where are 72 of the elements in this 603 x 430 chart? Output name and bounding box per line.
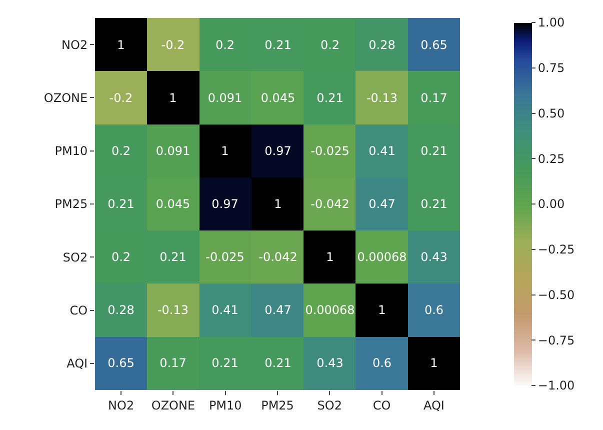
color-bar-label: 0.00 — [538, 197, 565, 212]
data-label: 0.091 — [156, 144, 190, 158]
data-label: 0.091 — [208, 91, 242, 106]
data-label: 0.17 — [420, 91, 448, 106]
data-label: -0.025 — [206, 250, 244, 264]
data-label: 1 — [430, 356, 438, 370]
data-label: -0.2 — [161, 38, 185, 52]
data-label: 1 — [117, 38, 125, 52]
data-label: 0.28 — [368, 38, 396, 52]
data-label: 0.97 — [212, 197, 238, 212]
x-tick-label: NO2 — [108, 398, 134, 412]
data-label: -0.2 — [109, 91, 133, 106]
data-label: 0.2 — [215, 38, 235, 52]
color-bar-label: −0.25 — [538, 242, 575, 257]
data-label: 0.6 — [424, 303, 444, 318]
data-label: -0.13 — [157, 303, 189, 318]
data-label: 0.6 — [372, 356, 392, 370]
data-label: 0.21 — [264, 356, 292, 370]
color-bar-label: 0.75 — [538, 61, 565, 76]
y-tick-label: AQI — [66, 356, 88, 371]
data-label: 0.21 — [316, 91, 344, 106]
color-bar-label: −0.75 — [538, 333, 575, 348]
data-label: 1 — [378, 303, 386, 318]
data-label: 0.97 — [264, 144, 292, 158]
data-label: -0.042 — [310, 197, 350, 212]
data-label: 0.43 — [420, 250, 448, 264]
data-label: -0.042 — [258, 250, 298, 264]
y-tick-label: SO2 — [62, 250, 88, 264]
data-label: 0.045 — [156, 197, 190, 212]
x-tick-label: AQI — [423, 398, 444, 412]
data-label: 0.21 — [160, 250, 186, 264]
x-tick-label: PM10 — [208, 398, 242, 412]
x-tick-label: OZONE — [151, 398, 196, 412]
color-bar-label: 0.50 — [538, 106, 565, 120]
y-tick-label: OZONE — [44, 90, 88, 105]
data-label: -0.13 — [366, 91, 398, 106]
color-bar-label: −1.00 — [538, 378, 575, 393]
data-label: 0.21 — [420, 197, 448, 212]
data-label: 1 — [274, 197, 282, 212]
data-label: 0.41 — [212, 303, 238, 318]
data-label: 0.21 — [212, 356, 238, 370]
data-label: 0.41 — [368, 144, 396, 158]
data-label: 0.2 — [320, 38, 340, 52]
x-tick-label: PM25 — [261, 398, 294, 412]
x-tick-label: SO2 — [317, 398, 342, 412]
data-label: 0.65 — [108, 356, 134, 370]
y-tick-label: PM25 — [54, 197, 88, 212]
color-bar-label: 0.25 — [538, 152, 565, 166]
data-label: 1 — [326, 250, 334, 264]
data-label: 0.28 — [108, 303, 134, 318]
color-bar-label: 1.00 — [538, 16, 565, 30]
data-label: 0.00068 — [357, 250, 407, 264]
data-label: 0.21 — [264, 38, 292, 52]
color-bar-label: −0.50 — [538, 288, 575, 302]
x-tick-label: CO — [372, 398, 391, 412]
data-label: 0.17 — [160, 356, 186, 370]
data-label: 0.65 — [420, 38, 448, 52]
data-label: 0.2 — [111, 250, 131, 264]
data-label: 0.21 — [108, 197, 134, 212]
data-label: 0.47 — [368, 197, 396, 212]
y-tick-label: NO2 — [62, 38, 88, 52]
data-label: -0.025 — [310, 144, 350, 158]
data-label: 0.00068 — [305, 303, 355, 318]
data-label: 0.045 — [260, 91, 296, 106]
data-label: 1 — [221, 144, 229, 158]
data-label: 0.43 — [316, 356, 344, 370]
data-label: 0.21 — [420, 144, 448, 158]
data-label: 0.2 — [111, 144, 131, 158]
y-tick-label: PM10 — [54, 144, 88, 158]
y-tick-label: CO — [70, 303, 88, 318]
data-label: 1 — [169, 91, 177, 106]
data-label: 0.47 — [264, 303, 292, 318]
